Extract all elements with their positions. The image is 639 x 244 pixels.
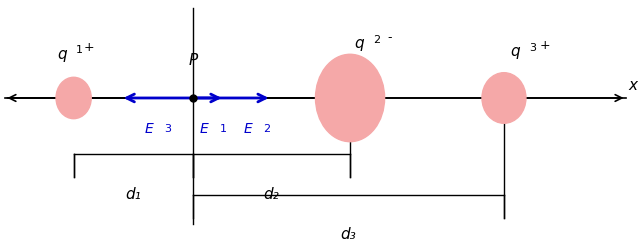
Text: d₃: d₃: [341, 227, 357, 242]
Text: E: E: [200, 122, 209, 136]
Text: P: P: [189, 52, 197, 68]
Text: +: +: [539, 39, 550, 51]
Text: 1: 1: [76, 45, 83, 55]
Text: 1: 1: [220, 124, 227, 134]
Text: q: q: [355, 36, 364, 51]
Text: E: E: [145, 122, 154, 136]
Text: +: +: [84, 41, 95, 54]
Text: q: q: [58, 47, 67, 62]
Text: x: x: [628, 78, 637, 93]
Text: q: q: [511, 44, 520, 60]
Text: -: -: [387, 30, 392, 43]
Text: 3: 3: [165, 124, 172, 134]
Ellipse shape: [316, 54, 385, 142]
Text: d₂: d₂: [264, 186, 279, 202]
Text: 2: 2: [263, 124, 271, 134]
Ellipse shape: [482, 73, 526, 123]
Text: d₁: d₁: [125, 186, 141, 202]
Text: E: E: [244, 122, 252, 136]
Ellipse shape: [56, 77, 91, 119]
Text: 2: 2: [373, 35, 380, 45]
Text: 3: 3: [528, 43, 535, 53]
